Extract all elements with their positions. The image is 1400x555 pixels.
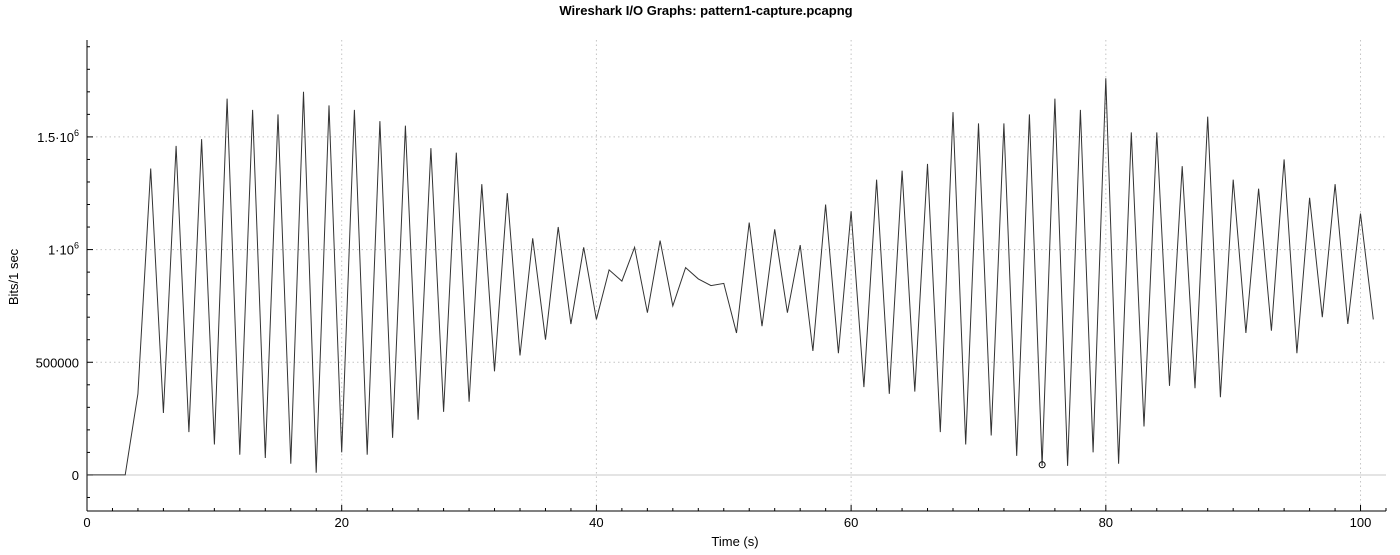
x-tick-label: 60: [844, 515, 858, 530]
x-tick-label: 100: [1350, 515, 1372, 530]
y-axis-label: Bits/1 sec: [6, 248, 21, 305]
y-tick-label: 1.5·106: [37, 128, 79, 145]
grid: [87, 40, 1386, 511]
y-tick-label: 0: [72, 468, 79, 483]
plot-area: [87, 78, 1374, 476]
y-tick-label: 500000: [36, 355, 79, 370]
x-tick-label: 80: [1099, 515, 1113, 530]
series-line: [87, 78, 1374, 476]
x-tick-label: 0: [83, 515, 90, 530]
x-axis-label: Time (s): [711, 534, 758, 549]
x-tick-label: 20: [334, 515, 348, 530]
axes: 0 20 40 60 80 100 0 500000 1·106 1.5·106: [36, 40, 1387, 530]
y-tick-label: 1·106: [48, 241, 79, 258]
selected-point-marker: [1038, 461, 1046, 469]
chart-title: Wireshark I/O Graphs: pattern1-capture.p…: [559, 3, 852, 18]
x-tick-label: 40: [589, 515, 603, 530]
